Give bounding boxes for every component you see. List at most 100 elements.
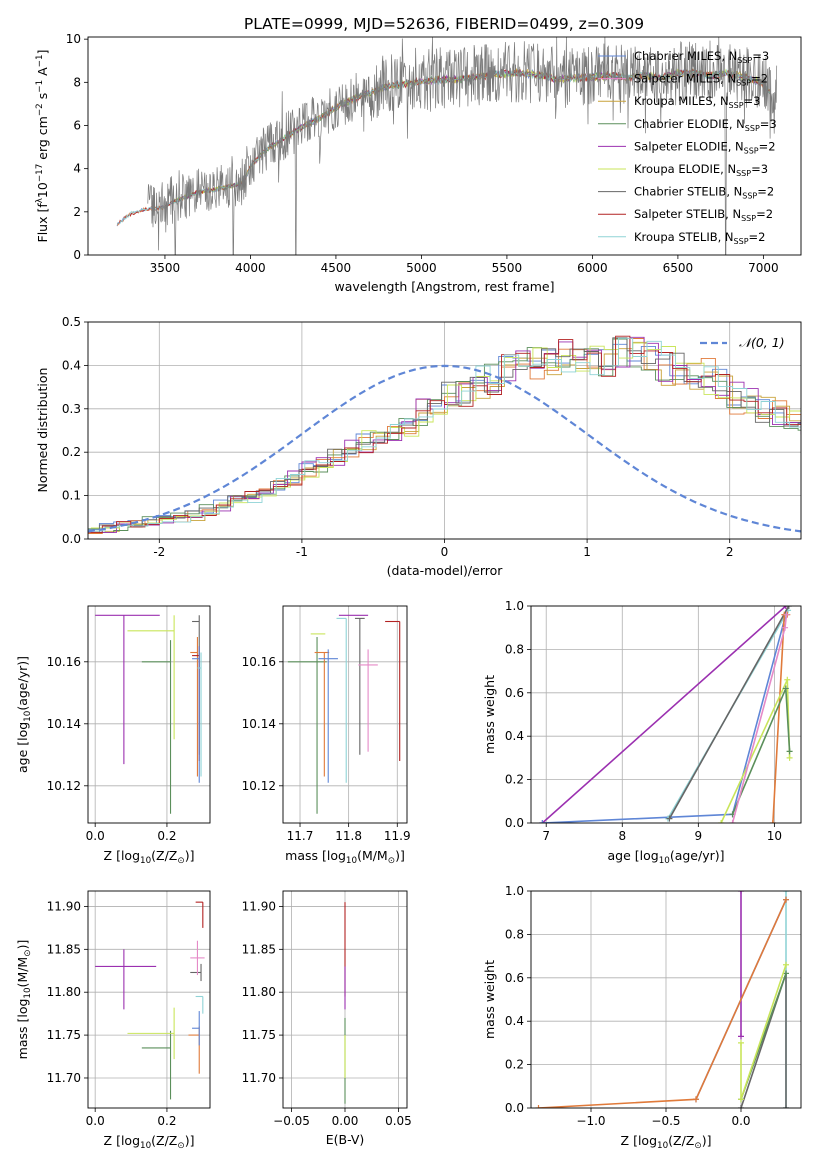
legend-label-sub: SSP — [736, 79, 751, 88]
x-tick-label: 5000 — [406, 261, 437, 275]
y-tick-label: 0.4 — [62, 358, 81, 372]
mass-weight-marker — [783, 961, 789, 968]
x-tick-label: -1 — [296, 545, 308, 559]
y-axis-label-part: A — [35, 67, 50, 80]
y-axis-label: mass weight — [482, 960, 497, 1039]
x-tick-label: 0.00 — [332, 1114, 359, 1128]
axes-frame — [87, 36, 802, 256]
histogram-series-salpeter_elodie — [88, 336, 801, 533]
y-tick-label: 10.14 — [47, 717, 81, 731]
x-axis-label: wavelength [Angstrom, rest frame] — [334, 279, 554, 294]
x-tick-label: 8 — [618, 829, 626, 843]
y-tick-label: 2 — [73, 205, 81, 219]
mass-weight-marker — [738, 1039, 744, 1046]
x-axis-label-part: (Z/Z — [668, 1133, 694, 1148]
histogram-series-chabrier_elodie — [88, 338, 801, 533]
legend-label-sub: SSP — [736, 169, 751, 178]
mass-weight-marker — [738, 891, 744, 894]
mass-weight-marker — [784, 676, 791, 683]
mass-weight-marker — [718, 820, 725, 823]
legend-label-sub: SSP — [729, 101, 744, 110]
y-axis-label-part: 10 — [23, 711, 33, 722]
x-axis-label-part: (M/M — [357, 848, 388, 863]
legend-label: Salpeter STELIB, NSSP=2 — [634, 207, 773, 223]
x-tick-label: 6000 — [577, 261, 608, 275]
axes-frame — [530, 605, 802, 824]
legend-label: Kroupa ELODIE, NSSP=3 — [634, 162, 768, 178]
histogram-series-chabrier_stelib — [88, 337, 801, 532]
y-tick-label: 0 — [73, 248, 81, 262]
x-axis-label-part: 10 — [140, 1141, 151, 1151]
legend-label: Chabrier MILES, NSSP=3 — [634, 49, 769, 65]
legend-label-text: Chabrier MILES, N — [634, 49, 737, 63]
model-spectrum-kroupa_elodie — [171, 68, 771, 204]
legend-label-text: Salpeter ELODIE, N — [634, 139, 744, 153]
mass-weight-marker — [738, 1096, 744, 1103]
y-axis-label-part: )] — [15, 940, 30, 950]
y-tick-label: 10.12 — [47, 779, 81, 793]
y-axis-label-part: −17 — [35, 164, 45, 182]
y-axis-label: mass [log10(M/M⊙)] — [15, 940, 33, 1060]
y-tick-label: 0.0 — [62, 532, 81, 546]
x-tick-label: 11.7 — [287, 829, 314, 843]
legend-label-suffix: =3 — [744, 94, 761, 108]
y-tick-label: 1.0 — [505, 599, 524, 613]
axes-frame — [87, 605, 211, 824]
plot-area — [539, 606, 793, 823]
y-tick-label: 10 — [66, 32, 81, 46]
y-axis-label-part: ⊙ — [23, 949, 33, 956]
mass-weight-marker — [786, 754, 793, 761]
mass-weight-marker — [783, 611, 790, 618]
plot-area — [95, 901, 205, 1100]
x-axis-label: Z [log10(Z/Z⊙)] — [621, 1133, 712, 1151]
x-axis-label-part: (Z/Z — [151, 848, 177, 863]
x-tick-label: 9 — [695, 829, 703, 843]
x-axis-label: age [log10(age/yr)] — [607, 848, 724, 866]
y-tick-label: 0.4 — [505, 729, 524, 743]
residuals-panel: -2 -1 0 1 2 0.0 0.1 0.2 0.3 0.4 0.5 (data-model)/er… — [35, 315, 802, 578]
y-tick-label: 0.4 — [505, 1014, 524, 1028]
y-axis-label-part: age [log — [15, 722, 30, 773]
legend-label-text: Chabrier ELODIE, N — [634, 117, 745, 131]
y-tick-label: 8 — [73, 75, 81, 89]
legend-label-suffix: =2 — [756, 207, 773, 221]
x-axis-label-part: ⊙ — [388, 856, 395, 866]
x-axis-label-part: ⊙ — [177, 1141, 184, 1151]
y-tick-label: 0.2 — [505, 773, 524, 787]
mass-weight-marker — [783, 891, 789, 894]
x-axis-label-part: Z [log — [621, 1133, 657, 1148]
mass-weight-marker — [738, 1105, 744, 1108]
mass-weight-marker — [786, 748, 793, 755]
mass-weight-marker — [785, 606, 792, 609]
x-axis-label: E(B-V) — [326, 1132, 365, 1147]
y-tick-label: 0.6 — [505, 971, 524, 985]
y-axis-label: Normed distribution — [35, 368, 50, 493]
mass-weight-marker — [783, 896, 789, 903]
observed-spectrum — [147, 37, 778, 255]
x-tick-label: 4000 — [235, 261, 266, 275]
y-axis-label: age [log10(age/yr)] — [15, 656, 33, 773]
x-axis-label-part: )] — [702, 1133, 712, 1148]
mass_weight_vs_Z-panel: −1.0 −0.5 0.0 0.0 0.2 0.4 0.6 0.8 1.0 Z [log10(Z/… — [482, 884, 802, 1151]
histogram-series-salpeter_stelib — [88, 335, 801, 533]
x-axis-label-part: age [log — [607, 848, 658, 863]
legend-label-text: Kroupa MILES, N — [634, 94, 729, 108]
mass-weight-marker — [539, 820, 546, 823]
legend-label-suffix: =3 — [751, 162, 768, 176]
x-axis-label-part: )] — [185, 848, 195, 863]
x-axis-label-part: Z [log — [104, 1133, 140, 1148]
x-tick-label: -2 — [153, 545, 165, 559]
legend-label-text: Kroupa STELIB, N — [634, 230, 734, 244]
y-tick-label: 0.8 — [505, 642, 524, 656]
mass-weight-line-chabrier_stelib — [668, 606, 790, 820]
histogram-series-salpeter_miles — [88, 337, 801, 534]
y-tick-label: 10.12 — [242, 779, 276, 793]
y-axis-label-part: 10 — [23, 987, 33, 998]
mass-weight-marker — [782, 606, 789, 609]
y-tick-label: 11.80 — [47, 985, 81, 999]
y-tick-label: 0.8 — [505, 927, 524, 941]
x-tick-label: 7000 — [748, 261, 779, 275]
y-tick-label: 0.0 — [505, 1101, 524, 1115]
plot-area — [287, 614, 401, 814]
